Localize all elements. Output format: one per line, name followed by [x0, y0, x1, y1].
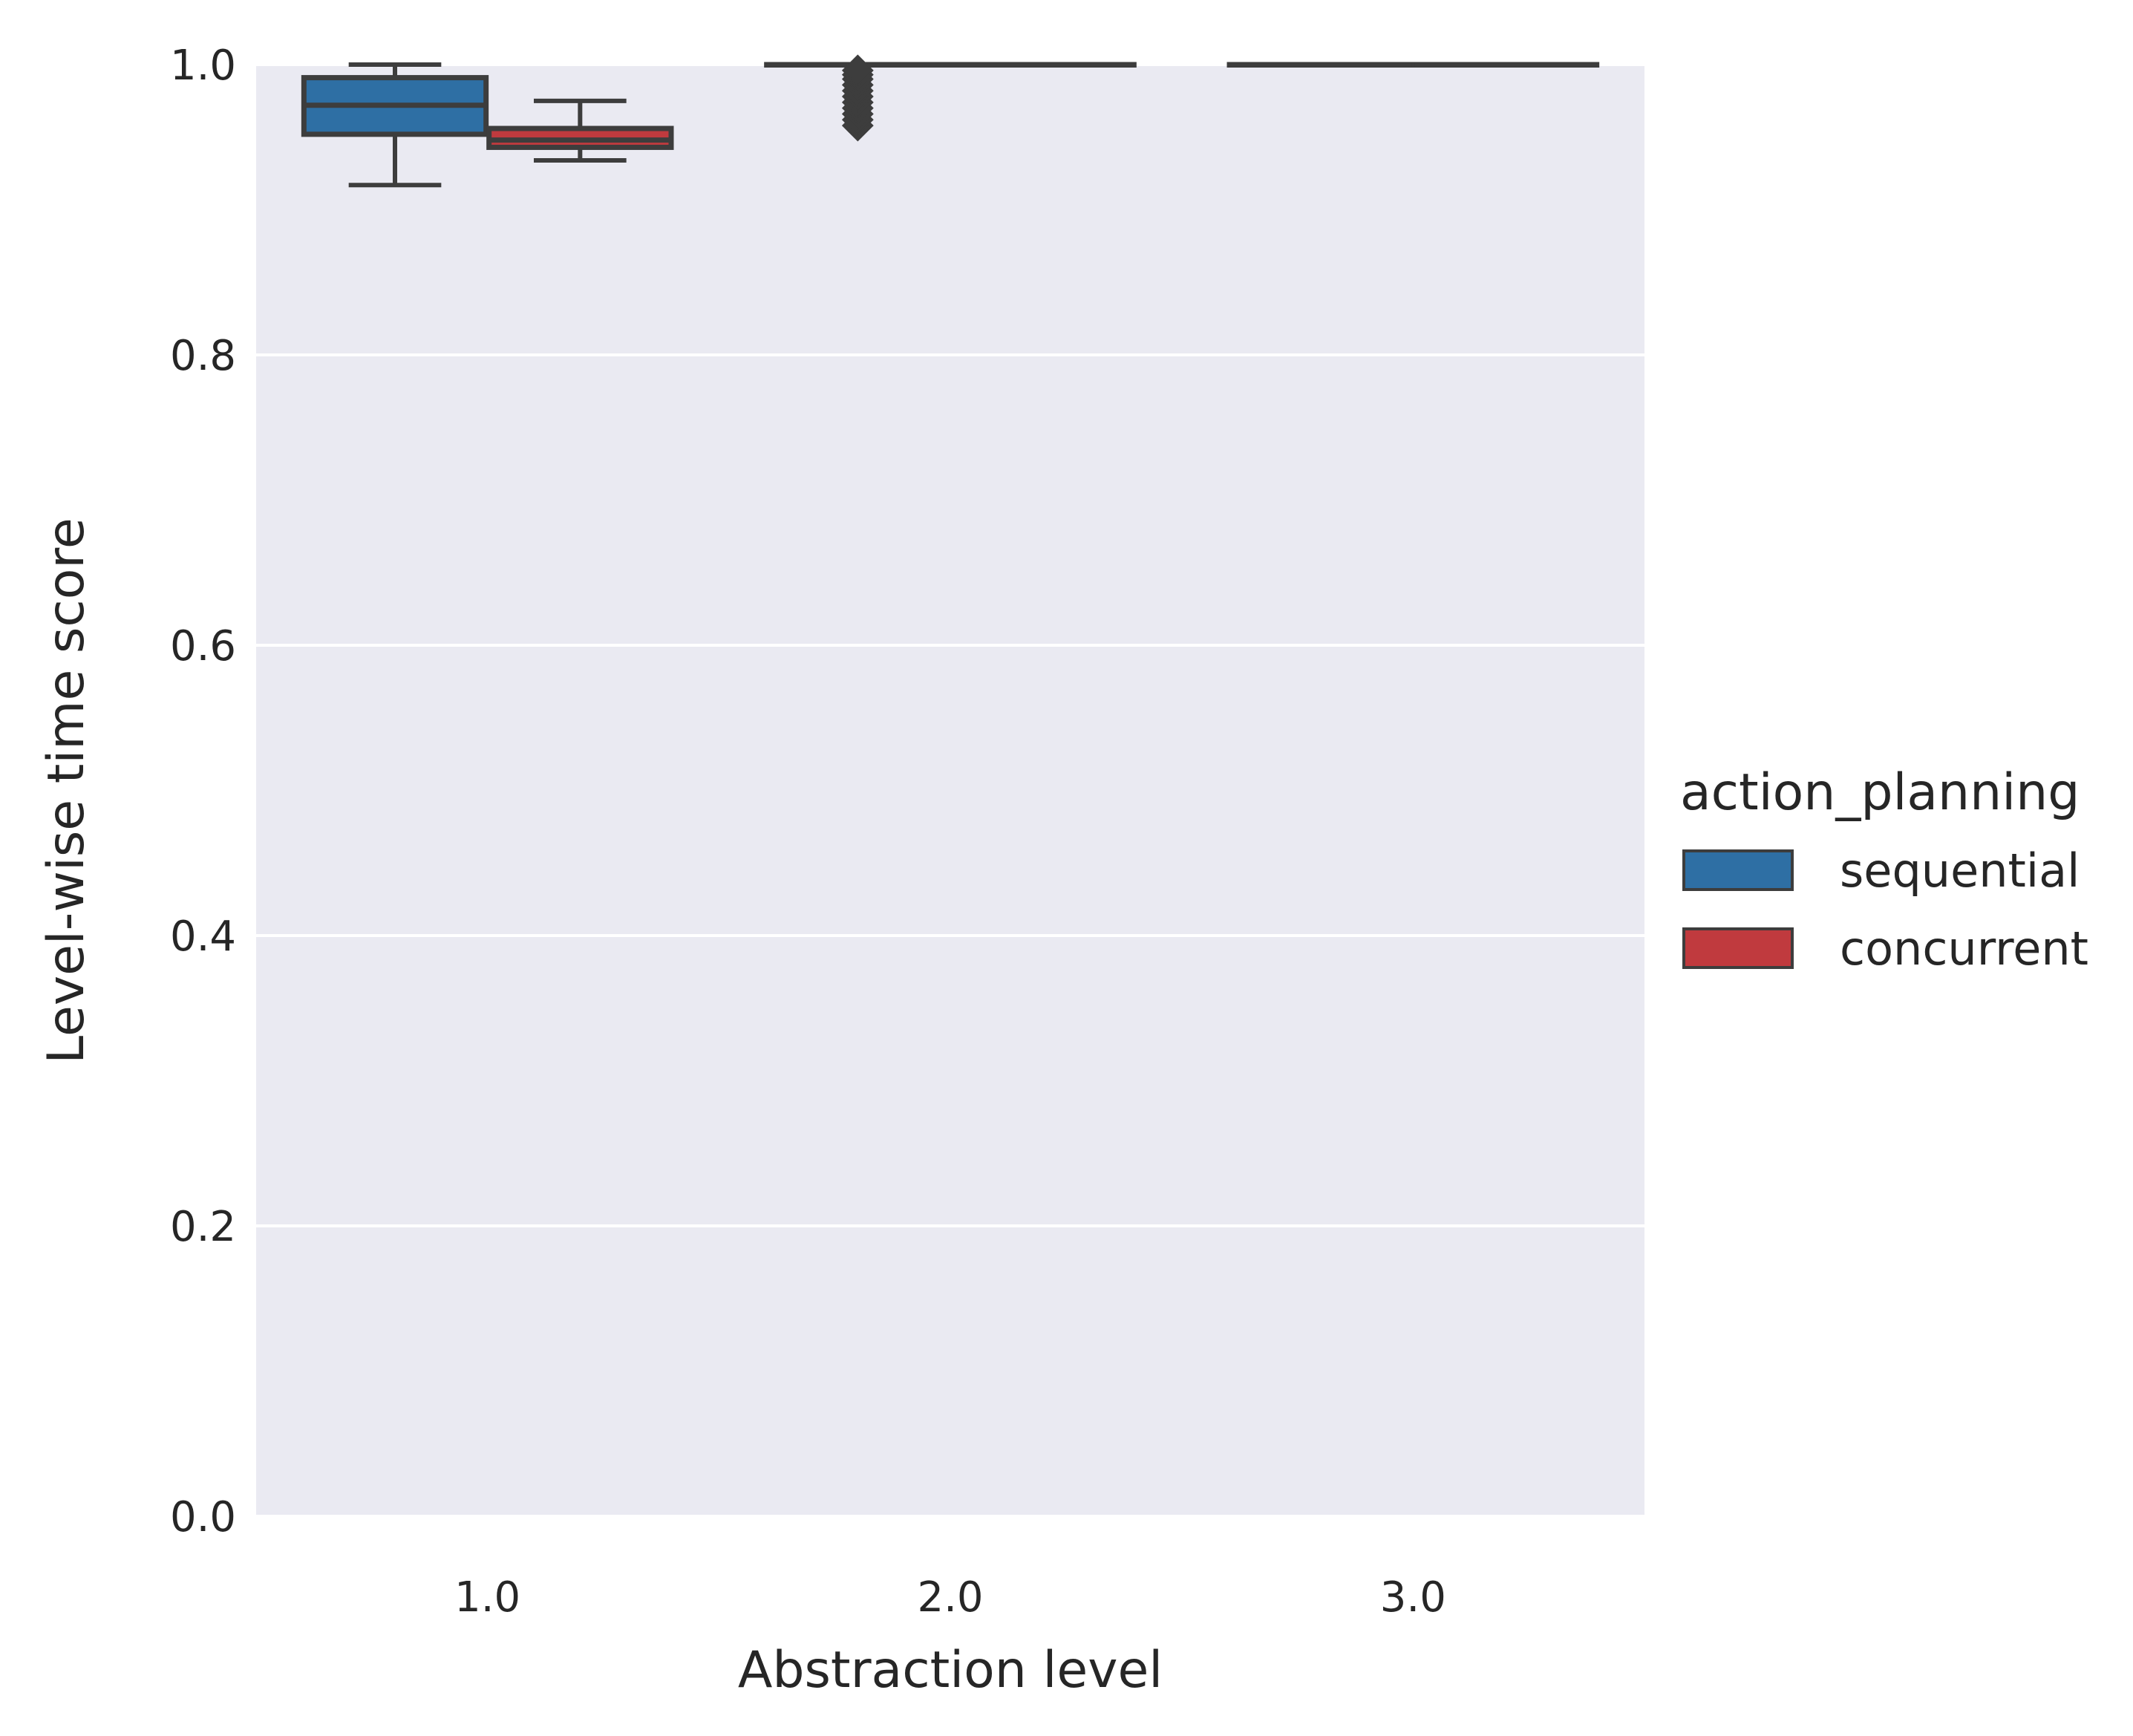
y-tick-label: 0.0 [170, 1493, 236, 1541]
legend-label-sequential: sequential [1840, 843, 2080, 898]
y-tick-label: 1.0 [170, 42, 236, 90]
legend-label-concurrent: concurrent [1840, 921, 2088, 976]
box-sequential-1.0 [301, 62, 489, 188]
y-tick-labels: 0.0 0.2 0.4 0.6 0.8 1.0 [170, 42, 236, 1541]
x-axis-title: Abstraction level [738, 1641, 1163, 1700]
legend-swatch-sequential [1682, 849, 1794, 891]
y-tick-label: 0.4 [170, 913, 236, 961]
x-tick-labels: 1.0 2.0 3.0 [454, 1573, 1446, 1622]
legend-title: action_planning [1680, 763, 2080, 822]
y-tick-label: 0.2 [170, 1203, 236, 1251]
y-tick-label: 0.8 [170, 332, 236, 380]
outlier-point [841, 54, 874, 87]
y-axis-title: Level-wise time score [37, 518, 96, 1063]
y-tick-label: 0.6 [170, 622, 236, 670]
x-tick-label: 1.0 [454, 1573, 520, 1622]
x-tick-label: 3.0 [1380, 1573, 1446, 1622]
box-sequential-2.0 [764, 54, 952, 142]
box-series [301, 54, 1600, 188]
box-concurrent-1.0 [486, 98, 674, 163]
x-tick-label: 2.0 [917, 1573, 983, 1622]
legend-swatch-concurrent [1682, 927, 1794, 969]
plot-background [256, 65, 1644, 1516]
legend: action_planning sequential concurrent [1680, 763, 2088, 976]
